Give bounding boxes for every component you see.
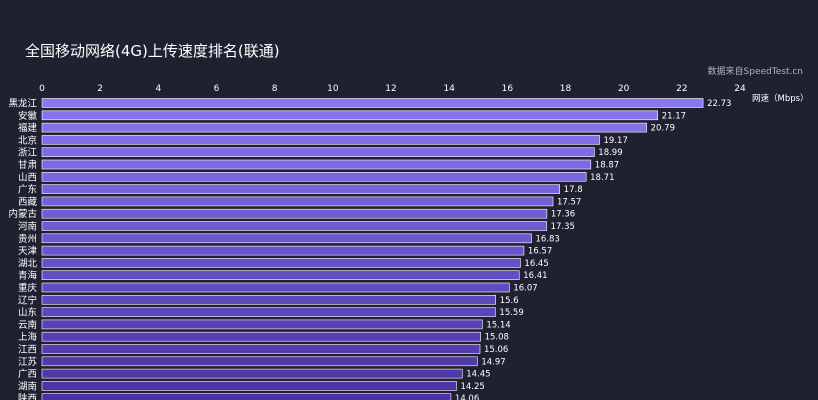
bar bbox=[41, 270, 520, 281]
category-label: 云南 bbox=[18, 319, 37, 331]
category-labels: 黑龙江安徽福建北京浙江甘肃山西广东西藏内蒙古河南贵州天津湖北青海重庆辽宁山东云南… bbox=[8, 98, 37, 400]
category-label: 山西 bbox=[18, 172, 37, 183]
category-label: 辽宁 bbox=[18, 294, 37, 306]
category-label: 浙江 bbox=[18, 147, 38, 159]
category-label: 福建 bbox=[18, 122, 38, 134]
bar bbox=[41, 110, 658, 121]
value-label: 14.45 bbox=[466, 370, 490, 380]
category-label: 广东 bbox=[18, 184, 37, 196]
value-label: 14.25 bbox=[460, 382, 484, 392]
value-label: 15.14 bbox=[486, 320, 510, 330]
category-label: 内蒙古 bbox=[8, 208, 37, 220]
bar bbox=[41, 147, 595, 157]
category-label: 安徽 bbox=[18, 110, 38, 122]
chart-source: 数据来自SpeedTest.cn bbox=[707, 67, 803, 77]
x-tick-label: 10 bbox=[327, 84, 339, 94]
x-tick-label: 24 bbox=[734, 84, 746, 94]
x-tick-label: 22 bbox=[676, 84, 687, 94]
chart-title: 全国移动网络(4G)上传速度排名(联通) bbox=[25, 42, 280, 60]
bar bbox=[41, 159, 592, 170]
bar bbox=[41, 172, 587, 182]
bar bbox=[41, 221, 547, 231]
x-axis-label: 网速（Mbps） bbox=[752, 93, 809, 104]
x-tick-label: 0 bbox=[39, 84, 45, 94]
value-label: 17.8 bbox=[564, 185, 583, 195]
value-label: 15.59 bbox=[499, 308, 523, 318]
category-label: 江西 bbox=[18, 345, 37, 356]
category-label: 广西 bbox=[18, 368, 37, 380]
value-label: 18.99 bbox=[598, 148, 622, 158]
category-label: 湖北 bbox=[18, 258, 38, 269]
x-tick-label: 14 bbox=[443, 84, 455, 94]
bar bbox=[41, 381, 457, 391]
value-label: 20.79 bbox=[651, 124, 675, 134]
bar bbox=[41, 393, 452, 400]
bar bbox=[41, 294, 497, 305]
bar bbox=[41, 344, 481, 354]
category-label: 上海 bbox=[18, 331, 38, 343]
value-label: 16.57 bbox=[528, 247, 552, 257]
bar bbox=[41, 356, 478, 367]
bar bbox=[41, 307, 496, 317]
bar bbox=[41, 196, 554, 207]
value-label: 18.71 bbox=[590, 173, 614, 183]
bar bbox=[41, 331, 481, 342]
bar bbox=[41, 258, 521, 268]
bar bbox=[41, 233, 532, 244]
x-tick-label: 2 bbox=[97, 84, 103, 94]
category-label: 青海 bbox=[18, 270, 38, 282]
value-label: 16.41 bbox=[523, 271, 547, 281]
category-label: 天津 bbox=[18, 246, 38, 257]
value-label: 14.97 bbox=[481, 357, 505, 367]
category-label: 甘肃 bbox=[18, 159, 37, 171]
category-label: 陕西 bbox=[18, 393, 37, 400]
x-tick-label: 4 bbox=[155, 84, 161, 94]
bar bbox=[41, 368, 463, 379]
bar bbox=[41, 122, 647, 133]
bars bbox=[41, 98, 704, 400]
bar bbox=[41, 319, 483, 330]
category-label: 湖南 bbox=[18, 380, 37, 392]
x-tick-label: 20 bbox=[618, 84, 630, 94]
value-label: 19.17 bbox=[604, 136, 628, 146]
category-label: 河南 bbox=[18, 221, 37, 233]
bar bbox=[41, 282, 510, 293]
value-label: 17.57 bbox=[557, 197, 581, 207]
value-label: 17.36 bbox=[551, 210, 575, 220]
x-tick-label: 12 bbox=[385, 84, 396, 94]
bar bbox=[41, 184, 560, 194]
x-tick-label: 18 bbox=[560, 84, 572, 94]
x-tick-label: 6 bbox=[214, 84, 220, 94]
category-label: 西藏 bbox=[18, 196, 38, 208]
value-label: 21.17 bbox=[662, 111, 686, 121]
value-label: 18.87 bbox=[595, 161, 619, 171]
value-label: 14.06 bbox=[455, 394, 479, 400]
value-label: 15.6 bbox=[500, 296, 519, 306]
bar bbox=[41, 208, 548, 219]
value-label: 15.06 bbox=[484, 345, 508, 355]
x-axis-ticks: 0 2 4 6 8 10 12 14 16 18 20 22 24 bbox=[39, 84, 746, 94]
value-label: 17.35 bbox=[551, 222, 575, 232]
value-label: 22.73 bbox=[707, 99, 731, 109]
category-label: 北京 bbox=[18, 134, 37, 146]
value-label: 16.45 bbox=[524, 259, 548, 269]
value-label: 16.07 bbox=[513, 284, 537, 294]
bar bbox=[41, 98, 704, 108]
value-labels: 22.73 21.17 20.79 19.17 18.99 18.87 18.71 17.8 1… bbox=[455, 99, 731, 400]
bar bbox=[41, 135, 600, 145]
x-tick-label: 16 bbox=[502, 84, 514, 94]
category-label: 贵州 bbox=[18, 233, 37, 245]
value-label: 15.08 bbox=[485, 333, 509, 343]
bar bbox=[41, 245, 525, 256]
category-label: 重庆 bbox=[18, 282, 38, 294]
x-tick-label: 8 bbox=[272, 84, 278, 94]
category-label: 黑龙江 bbox=[8, 98, 37, 110]
category-label: 山东 bbox=[18, 307, 37, 319]
category-label: 江苏 bbox=[18, 356, 38, 368]
value-label: 16.83 bbox=[535, 234, 559, 244]
